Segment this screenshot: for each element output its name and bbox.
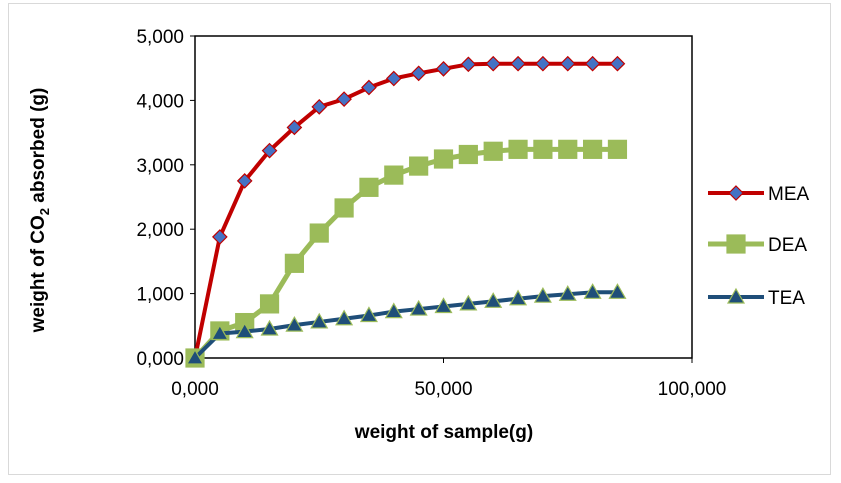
series-tea <box>185 283 627 365</box>
series-dea <box>185 139 628 368</box>
data-point-tea <box>484 292 503 308</box>
data-point-tea <box>285 315 304 332</box>
data-point-mea <box>460 56 477 73</box>
y-axis-title-text: weight of CO2 absorbed (g) <box>28 88 52 334</box>
data-point-mea <box>609 55 626 72</box>
y-tick-label: 3,000 <box>136 156 184 177</box>
data-point-mea <box>286 119 303 136</box>
series-line-dea <box>193 146 618 360</box>
data-point-dea <box>359 177 379 197</box>
x-tick-label: 0,000 <box>171 379 219 400</box>
chart-area <box>8 3 831 475</box>
data-point-dea <box>458 144 478 165</box>
y-tick-label: 4,000 <box>136 91 184 112</box>
data-point-dea <box>409 156 429 176</box>
data-point-tea <box>235 322 254 339</box>
data-point-dea <box>384 165 404 185</box>
legend-label: DEA <box>768 235 807 256</box>
data-point-mea <box>485 55 502 72</box>
data-point-tea <box>310 312 329 329</box>
data-point-tea <box>459 294 478 311</box>
data-point-mea <box>435 60 452 77</box>
data-point-dea <box>284 253 304 273</box>
data-point-dea <box>558 139 578 159</box>
legend: MEA DEA TEA <box>708 184 810 309</box>
x-tick-label: 100,000 <box>658 379 727 400</box>
data-point-dea <box>334 198 354 218</box>
data-point-dea <box>483 141 503 161</box>
data-point-tea <box>260 319 279 336</box>
data-point-dea <box>607 139 628 159</box>
data-point-dea <box>582 139 603 159</box>
data-point-mea <box>336 91 352 107</box>
data-point-tea <box>509 289 528 306</box>
data-point-tea <box>434 297 453 314</box>
data-point-mea <box>212 229 228 245</box>
data-point-tea <box>409 299 428 316</box>
x-tick-label: 50,000 <box>414 379 472 400</box>
data-point-mea <box>385 70 402 87</box>
data-point-tea <box>210 324 229 341</box>
data-point-dea <box>533 139 553 159</box>
legend-item-tea: TEA <box>708 287 805 309</box>
legend-marker <box>726 287 746 304</box>
series-mea <box>187 55 626 366</box>
data-point-dea <box>259 294 280 314</box>
data-point-mea <box>584 55 601 72</box>
data-point-tea <box>533 286 552 303</box>
data-point-tea <box>608 283 627 299</box>
data-point-tea <box>185 348 205 365</box>
data-point-tea <box>384 302 403 319</box>
data-point-mea <box>236 173 253 189</box>
data-point-mea <box>361 79 377 96</box>
data-point-tea <box>583 283 602 299</box>
y-tick-label: 2,000 <box>136 220 184 241</box>
data-point-mea <box>510 55 526 72</box>
data-point-dea <box>508 139 528 159</box>
series-layer <box>185 55 628 368</box>
data-point-mea <box>559 55 576 72</box>
data-point-tea <box>359 306 378 323</box>
data-point-dea <box>309 223 329 243</box>
axis-ticks: 0,000 1,000 2,000 3,000 4,000 5,000 0,000 50,00… <box>136 27 726 400</box>
y-axis-title: weight of CO2 absorbed (g) <box>28 88 52 334</box>
legend-label: TEA <box>768 288 805 309</box>
legend-item-mea: MEA <box>708 184 810 205</box>
data-point-dea <box>433 149 454 169</box>
series-line-tea <box>193 290 618 360</box>
data-point-mea <box>311 98 328 115</box>
data-point-mea <box>410 65 427 82</box>
y-tick-label: 0,000 <box>136 349 184 370</box>
x-axis-title: weight of sample(g) <box>354 422 533 443</box>
data-point-mea <box>535 55 551 72</box>
legend-label: MEA <box>768 184 810 205</box>
legend-marker <box>726 234 746 254</box>
data-point-tea <box>335 309 354 326</box>
data-point-mea <box>261 142 278 159</box>
data-point-tea <box>558 285 577 301</box>
y-tick-label: 5,000 <box>136 27 184 48</box>
y-tick-label: 1,000 <box>136 285 184 306</box>
legend-item-dea: DEA <box>708 234 807 256</box>
legend-marker <box>728 185 744 201</box>
